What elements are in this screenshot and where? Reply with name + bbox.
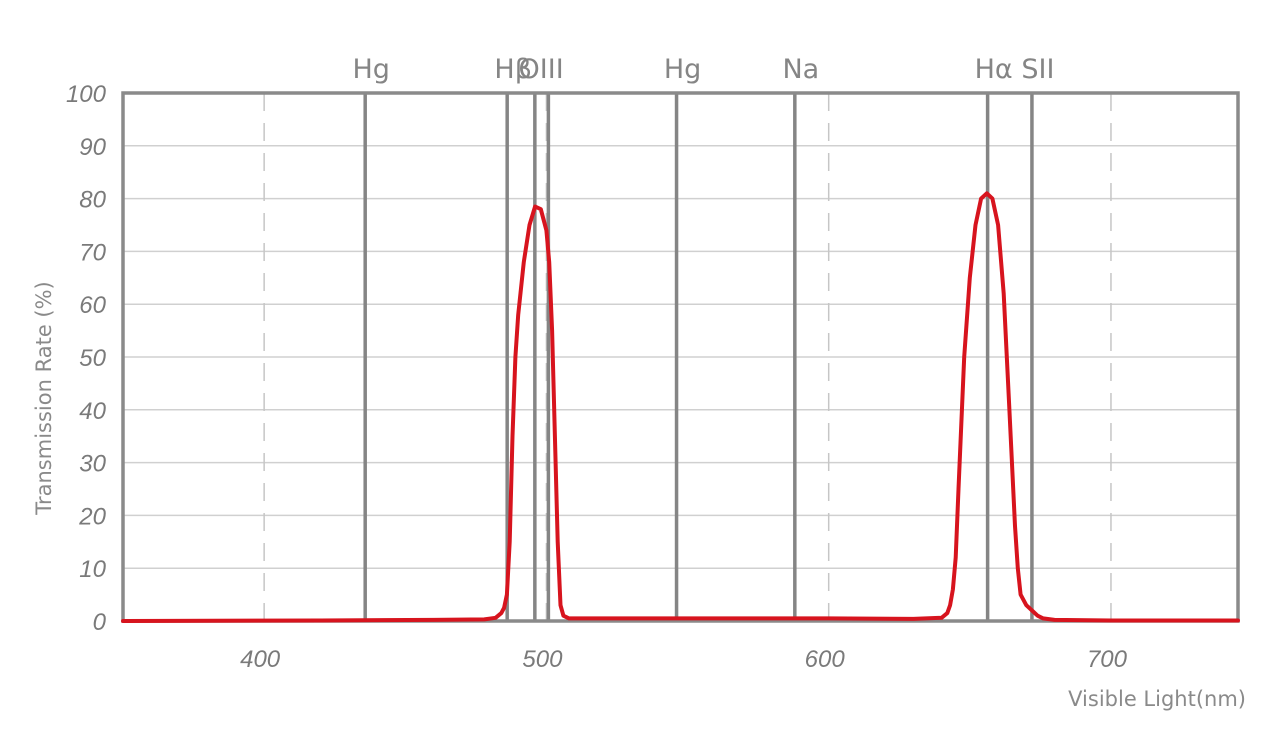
x-tick-label: 500 bbox=[522, 646, 563, 673]
plot-frame bbox=[121, 91, 1240, 623]
transmission-curve bbox=[121, 191, 1240, 623]
y-tick-label: 60 bbox=[79, 292, 106, 319]
x-tick-label: 700 bbox=[1087, 646, 1128, 673]
y-tick-label: 30 bbox=[79, 451, 106, 478]
emission-line-label: OIII bbox=[519, 54, 564, 85]
emission-line-label: Na bbox=[782, 54, 819, 85]
y-tick-label: 20 bbox=[78, 503, 106, 530]
emission-lines-layer bbox=[363, 93, 1034, 621]
x-axis-title: Visible Light(nm) bbox=[1068, 687, 1246, 711]
y-tick-label: 90 bbox=[79, 134, 106, 161]
grid-layer bbox=[123, 93, 1238, 621]
y-tick-label: 0 bbox=[93, 609, 107, 636]
x-tick-label: 400 bbox=[240, 646, 281, 673]
emission-line-label: Hα bbox=[975, 54, 1013, 85]
emission-line-label: Hg bbox=[664, 54, 701, 85]
emission-line-label: Hβ bbox=[494, 54, 532, 85]
y-tick-label: 40 bbox=[79, 398, 106, 425]
series-layer bbox=[121, 191, 1240, 623]
y-axis-title: Transmission Rate (%) bbox=[32, 281, 56, 516]
emission-line-label: Hg bbox=[352, 54, 389, 85]
x-tick-label: 600 bbox=[805, 646, 846, 673]
y-tick-label: 50 bbox=[79, 345, 106, 372]
y-tick-label: 100 bbox=[66, 81, 107, 108]
y-tick-label: 80 bbox=[79, 187, 106, 214]
y-tick-label: 10 bbox=[79, 556, 106, 583]
emission-line-label: SII bbox=[1021, 54, 1054, 85]
y-tick-label: 70 bbox=[79, 239, 106, 266]
tick-labels-layer: 0 10 20 30 40 50 60 70 80 90 100 400 500 600 700 bbox=[66, 81, 1128, 673]
